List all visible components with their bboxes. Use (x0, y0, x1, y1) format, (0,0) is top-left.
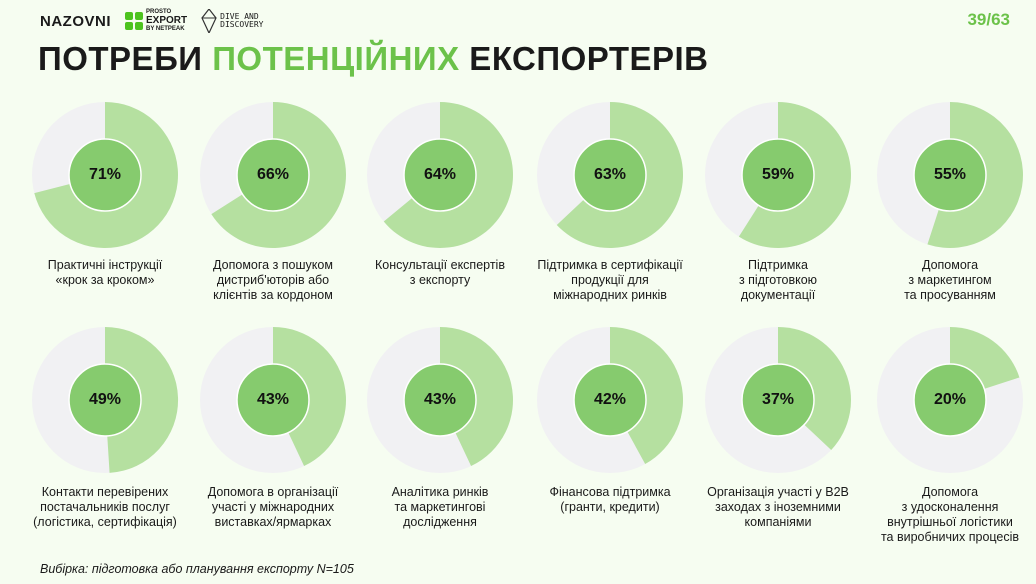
donut-center (913, 138, 987, 212)
donut-chart: 37% (703, 325, 853, 475)
donut-center (741, 363, 815, 437)
donut-chart: 63% (535, 100, 685, 250)
logo-dd-2: DISCOVERY (220, 20, 264, 29)
logo-px-bottom: BY NETPEAK (146, 26, 185, 32)
category-label: Підтримка з підготовкою документації (738, 258, 818, 302)
donut-chart: 49% (30, 325, 180, 475)
category-label: Підтримка в сертифікації продукції для м… (537, 258, 683, 302)
donut-center (68, 138, 142, 212)
title-part2: ПОТЕНЦІЙНИХ (212, 40, 460, 77)
donut-center (403, 363, 477, 437)
dive-discovery-logo: DIVE AND DISCOVERY (201, 9, 263, 33)
percent-label: 37% (761, 391, 795, 408)
category-label: Консультації експертів з експорту (375, 258, 505, 287)
percent-label: 66% (256, 166, 290, 183)
category-label: Організація участі у B2B заходах з інозе… (707, 485, 849, 529)
category-label: Допомога в організації участі у міжнарод… (207, 485, 339, 529)
percent-label: 63% (593, 166, 627, 183)
category-label: Аналітика ринків та маркетингові дослідж… (391, 485, 489, 529)
category-label: Практичні інструкції «крок за кроком» (47, 258, 163, 287)
percent-label: 55% (933, 166, 967, 183)
logo-px-top: PROSTO (146, 9, 172, 15)
page-number: 39/63 (967, 10, 1010, 29)
title-part1: ПОТРЕБИ (38, 40, 213, 77)
donut-chart: 20% (875, 325, 1025, 475)
donut-chart: 43% (198, 325, 348, 475)
donut-chart: 55% (875, 100, 1025, 250)
nazovni-logo: NAZOVNI (40, 12, 111, 30)
percent-label: 71% (88, 166, 122, 183)
donut-chart: 43% (365, 325, 515, 475)
donut-center (573, 363, 647, 437)
diamond-icon (201, 9, 217, 33)
donut-center (236, 363, 310, 437)
category-label: Контакти перевірених постачальників посл… (33, 485, 177, 529)
donut-chart: 64% (365, 100, 515, 250)
donut-chart: 42% (535, 325, 685, 475)
donut-slice (778, 327, 851, 450)
cross-icon (125, 12, 143, 30)
prosto-export-logo: PROSTO EXPORT BY NETPEAK (125, 9, 187, 33)
title-part3: ЕКСПОРТЕРІВ (459, 40, 709, 77)
donut-center (68, 363, 142, 437)
donut-chart: 59% (703, 100, 853, 250)
percent-label: 20% (933, 391, 967, 408)
percent-label: 49% (88, 391, 122, 408)
page-title: ПОТРЕБИ ПОТЕНЦІЙНИХ ЕКСПОРТЕРІВ (38, 40, 709, 78)
percent-label: 59% (761, 166, 795, 183)
donut-center (741, 138, 815, 212)
category-label: Допомога з удосконалення внутрішньої лог… (880, 485, 1020, 544)
partner-logos: NAZOVNI PROSTO EXPORT BY NETPEAK DIVE AN… (40, 8, 263, 34)
category-label: Фінансова підтримка (гранти, кредити) (549, 485, 671, 514)
donut-chart: 71% (30, 100, 180, 250)
donut-center (403, 138, 477, 212)
donut-center (573, 138, 647, 212)
percent-label: 64% (423, 166, 457, 183)
percent-label: 43% (256, 391, 290, 408)
category-label: Допомога з пошуком дистриб'юторів або кл… (213, 258, 333, 302)
logo-dd-1: DIVE AND (220, 12, 259, 21)
sample-footnote: Вибірка: підготовка або планування експо… (40, 562, 354, 576)
logo-px-main: EXPORT (146, 15, 188, 26)
percent-label: 42% (593, 391, 627, 408)
category-label: Допомога з маркетингом та просуванням (904, 258, 996, 302)
percent-label: 43% (423, 391, 457, 408)
donut-center (913, 363, 987, 437)
donut-center (236, 138, 310, 212)
donut-chart: 66% (198, 100, 348, 250)
